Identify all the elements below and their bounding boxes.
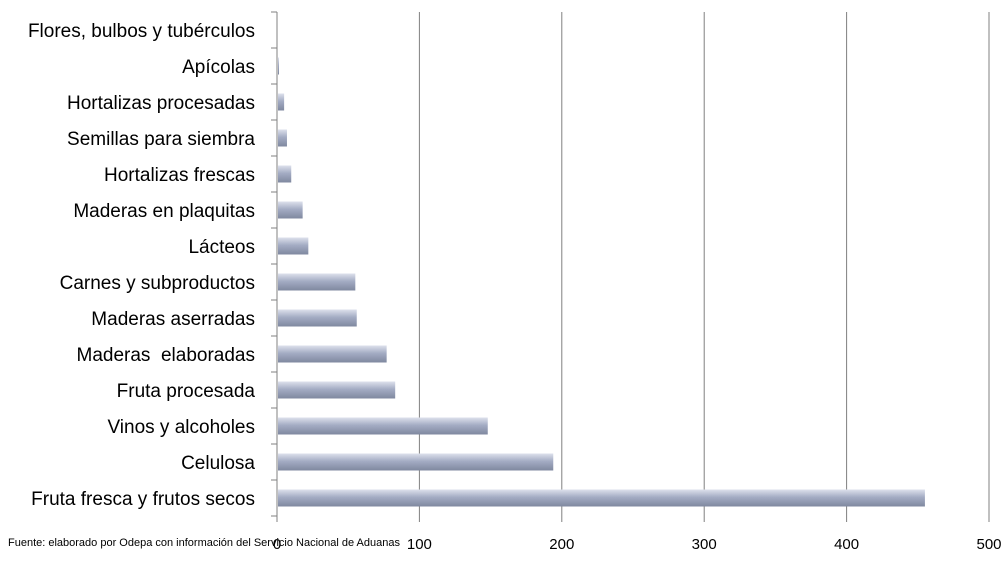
category-label: Fruta procesada <box>117 381 256 402</box>
bar <box>278 309 357 327</box>
category-label: Maderas aserradas <box>91 309 255 330</box>
x-tick-label: 500 <box>976 536 1001 553</box>
category-label: Lácteos <box>188 237 255 258</box>
category-label: Fruta fresca y frutos secos <box>31 489 255 510</box>
gridlines <box>418 12 990 516</box>
category-label: Apícolas <box>182 57 255 78</box>
bar <box>278 201 303 219</box>
category-label: Semillas para siembra <box>67 129 255 150</box>
bar <box>278 345 387 363</box>
category-labels: Fruta fresca y frutos secos Celulosa Vinos… <box>28 21 255 510</box>
category-label: Vinos y alcoholes <box>107 417 255 438</box>
bar <box>278 93 285 111</box>
axes <box>271 11 990 522</box>
category-label: Hortalizas procesadas <box>67 93 255 114</box>
bar <box>278 489 925 507</box>
x-tick-label: 300 <box>692 536 717 553</box>
bar <box>278 453 554 471</box>
x-tick-label: 400 <box>834 536 859 553</box>
x-tick-label: 200 <box>549 536 574 553</box>
x-tick-label: 0 <box>273 536 281 553</box>
bars <box>278 57 925 507</box>
bar <box>278 129 287 147</box>
bar <box>278 417 488 435</box>
category-label: Maderas en plaquitas <box>73 201 255 222</box>
x-tick-label: 100 <box>407 536 432 553</box>
category-label: Flores, bulbos y tubérculos <box>28 21 255 42</box>
category-label: Carnes y subproductos <box>60 273 255 294</box>
category-label: Celulosa <box>181 453 255 474</box>
bar <box>278 273 356 291</box>
source-note: Fuente: elaborado por Odepa con informac… <box>8 537 400 549</box>
bar <box>278 381 396 399</box>
x-tick-labels: 0 100 200 300 400 500 <box>273 536 1002 553</box>
category-label: Maderas elaboradas <box>77 345 256 366</box>
bar <box>278 57 279 75</box>
category-label: Hortalizas frescas <box>104 165 255 186</box>
bar <box>278 237 309 255</box>
bar <box>278 165 292 183</box>
